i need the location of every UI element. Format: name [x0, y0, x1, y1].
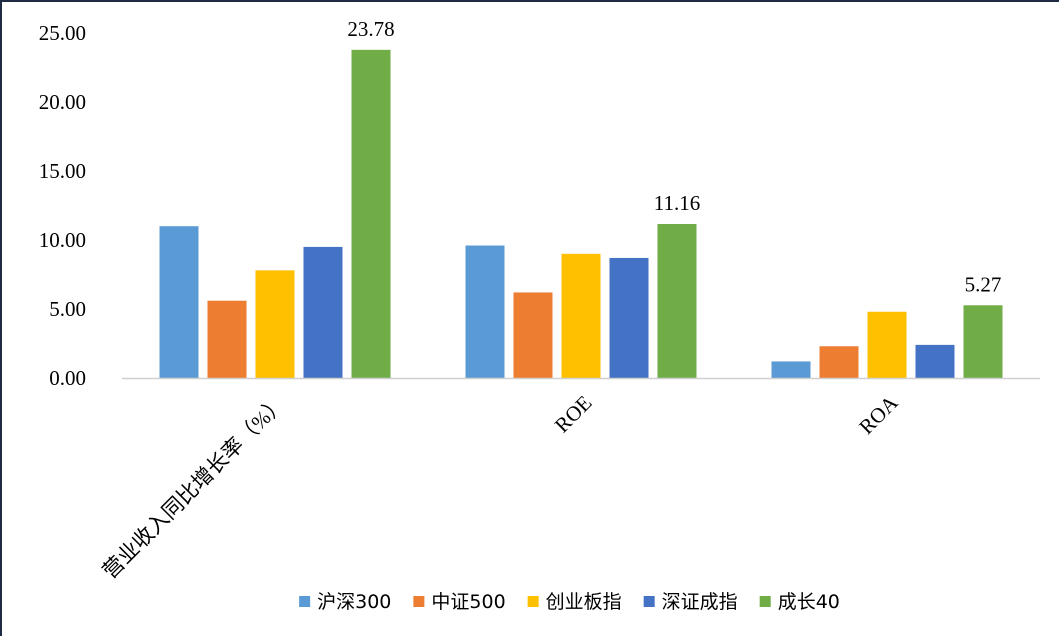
legend-label: 成长40: [778, 591, 840, 613]
y-tick-label: 25.00: [39, 21, 86, 45]
x-tick-label: ROA: [854, 390, 903, 439]
bar: [771, 361, 811, 378]
data-label: 23.78: [347, 17, 394, 41]
bar: [819, 346, 859, 378]
bar: [915, 344, 955, 378]
y-tick-label: 15.00: [39, 159, 86, 183]
bar: [159, 226, 199, 378]
legend-label: 沪深300: [317, 591, 391, 613]
frame-left-border: [0, 0, 2, 636]
x-tick-label: ROE: [550, 391, 597, 438]
frame-top-border: [0, 0, 1059, 2]
data-label: 11.16: [654, 191, 700, 215]
legend-item: 成长40: [759, 591, 840, 613]
y-tick-label: 10.00: [39, 228, 86, 252]
bar: [657, 223, 697, 378]
bar-group: [159, 49, 1003, 378]
legend-item: 深证成指: [643, 591, 738, 613]
y-tick-label: 20.00: [39, 90, 86, 114]
bar: [465, 245, 505, 378]
legend-label: 中证500: [431, 591, 505, 613]
legend-label: 深证成指: [662, 591, 738, 613]
bar: [351, 49, 391, 378]
y-tick-label: 0.00: [49, 366, 86, 390]
legend-label: 创业板指: [546, 591, 622, 613]
legend-item: 沪深300: [299, 591, 391, 613]
legend-swatch: [299, 596, 311, 607]
bar: [867, 311, 907, 378]
x-tick-label: 营业收入同比增长率（%）: [98, 391, 291, 584]
bar: [561, 253, 601, 378]
bar: [609, 257, 649, 378]
legend: 沪深300 中证500 创业板指 深证成指 成长40: [299, 591, 840, 613]
legend-swatch: [759, 596, 771, 607]
bar: [207, 300, 247, 378]
legend-item: 中证500: [413, 591, 506, 613]
legend-swatch: [413, 596, 425, 607]
bar: [303, 246, 343, 378]
legend-item: 创业板指: [527, 591, 622, 613]
y-axis-tick-labels: 0.00 5.00 10.00 15.00 20.00 25.00: [39, 21, 86, 390]
data-labels: 23.78 11.16 5.27: [347, 17, 1001, 296]
bar: [963, 305, 1003, 378]
bar: [513, 292, 553, 378]
legend-swatch: [643, 596, 655, 607]
y-tick-label: 5.00: [49, 297, 86, 321]
x-axis-category-labels: 营业收入同比增长率（%） ROE ROA: [98, 390, 903, 583]
bar: [255, 270, 295, 378]
legend-swatch: [527, 596, 539, 607]
data-label: 5.27: [965, 272, 1002, 296]
